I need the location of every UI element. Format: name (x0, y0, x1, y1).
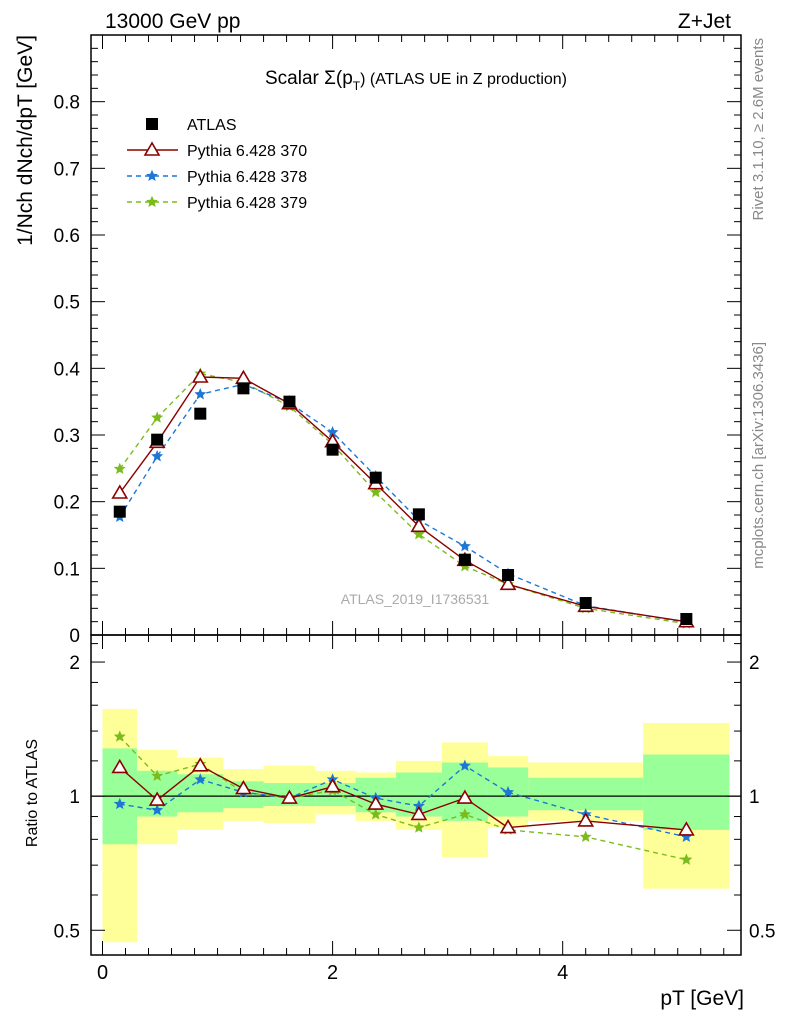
ratio-ytick-label-right: 1 (749, 787, 760, 808)
legend-label-pythia-6-428-378: Pythia 6.428 378 (187, 169, 307, 186)
main-line-pythia-6-428-379 (119, 372, 687, 625)
main-point-pythia-6-428-378 (151, 450, 164, 462)
legend-marker-pythia-6-428-370 (143, 141, 161, 156)
header-right: Z+Jet (678, 10, 731, 33)
header-left: 13000 GeV pp (105, 10, 240, 33)
main-ytick-label: 0.7 (54, 159, 80, 180)
main-line-pythia-6-428-370 (119, 376, 687, 623)
ratio-point-pythia-6-428-379 (579, 830, 592, 843)
legend-marker-atlas (146, 118, 158, 130)
main-point-pythia-6-428-370 (499, 575, 517, 591)
ratio-point-pythia-6-428-379 (113, 730, 126, 742)
main-point-atlas (458, 553, 471, 566)
main-point-pythia-6-428-370 (111, 484, 129, 499)
legend-label-atlas: ATLAS (187, 117, 237, 134)
ratio-point-pythia-6-428-379 (458, 808, 471, 820)
main-ytick-label: 0.4 (54, 359, 81, 380)
legend-marker-pythia-6-428-378 (146, 169, 158, 182)
main-point-atlas (237, 382, 250, 395)
ratio-point-pythia-6-428-378 (502, 786, 515, 798)
main-panel: 0 0.1 0.2 0.3 0.4 0.5 0.6 0.7 0.8 Scalar Σ(pT) (… (14, 34, 742, 647)
ratio-point-pythia-6-428-370 (148, 791, 166, 806)
main-point-atlas (412, 508, 425, 521)
ratio-point-pythia-6-428-378 (151, 803, 164, 816)
main-point-atlas (680, 613, 693, 625)
ratio-point-pythia-6-428-378 (194, 773, 207, 785)
ratio-point-pythia-6-428-370 (324, 778, 341, 793)
ratio-point-pythia-6-428-378 (458, 759, 471, 771)
x-axis-label: pT [GeV] (660, 987, 744, 1010)
ratio-frame (90, 634, 742, 956)
main-ytick-label: 0 (69, 626, 80, 647)
ratio-ytick-label-right: 0.5 (749, 921, 775, 942)
rivet-label: Rivet 3.1.10, ≥ 2.6M events (750, 38, 767, 221)
ratio-line-pythia-6-428-379 (119, 736, 687, 861)
watermark: ATLAS_2019_I1736531 (341, 591, 490, 607)
ratio-point-pythia-6-428-370 (111, 758, 129, 774)
main-point-pythia-6-428-379 (151, 411, 164, 423)
legend-marker-pythia-6-428-379 (146, 195, 158, 208)
ratio-axis-ticks: 0.5 0.5 1 1 2 2 0 2 4 (54, 635, 775, 984)
ratio-point-pythia-6-428-370 (191, 757, 209, 772)
ratio-band-inner (643, 754, 730, 830)
main-point-pythia-6-428-370 (235, 369, 252, 385)
legend-label-pythia-6-428-370: Pythia 6.428 370 (187, 143, 307, 160)
ratio-ytick-label: 2 (69, 653, 80, 674)
main-ytick-label: 0.1 (54, 559, 80, 580)
ratio-point-pythia-6-428-370 (456, 789, 474, 804)
main-point-pythia-6-428-378 (458, 540, 471, 552)
ratio-point-pythia-6-428-370 (281, 789, 298, 804)
main-point-atlas (502, 569, 515, 581)
main-line-pythia-6-428-378 (119, 383, 687, 623)
ratio-band-inner (528, 777, 644, 811)
main-ytick-label: 0.2 (54, 493, 80, 514)
main-point-pythia-6-428-379 (369, 486, 382, 498)
main-ylabel: 1/Nch dNch/dpT [GeV] (14, 35, 37, 246)
xtick-label: 4 (557, 962, 568, 984)
mcplots-label: mcplots.cern.ch [arXiv:1306.3436] (750, 342, 767, 569)
main-point-atlas (579, 597, 592, 609)
main-point-pythia-6-428-370 (410, 517, 428, 533)
main-plot-marks (111, 367, 695, 629)
ratio-ylabel: Ratio to ATLAS (24, 739, 41, 847)
ratio-point-pythia-6-428-370 (235, 779, 252, 795)
main-point-atlas (326, 443, 339, 456)
ratio-point-pythia-6-428-370 (677, 821, 695, 836)
ratio-line-pythia-6-428-378 (119, 764, 687, 838)
ratio-point-pythia-6-428-379 (680, 853, 693, 865)
xtick-label: 0 (97, 962, 108, 984)
ratio-ytick-label: 0.5 (54, 921, 80, 942)
ratio-point-pythia-6-428-379 (412, 821, 425, 833)
main-point-pythia-6-428-378 (194, 388, 207, 400)
main-ytick-label: 0.8 (54, 93, 80, 114)
ratio-point-pythia-6-428-379 (151, 769, 164, 782)
ratio-point-pythia-6-428-378 (113, 797, 126, 810)
plot-title: Scalar Σ(pT) (ATLAS UE in Z production) (265, 68, 567, 93)
ratio-point-pythia-6-428-370 (577, 812, 595, 827)
ratio-point-pythia-6-428-370 (499, 819, 517, 834)
ratio-plot-marks (91, 708, 741, 943)
main-point-atlas (151, 433, 164, 446)
main-point-pythia-6-428-370 (191, 368, 209, 383)
ratio-point-pythia-6-428-379 (369, 808, 382, 820)
main-point-pythia-6-428-379 (113, 462, 126, 475)
main-point-atlas (369, 471, 382, 484)
ratio-ytick-label: 1 (69, 787, 80, 808)
main-ytick-label: 0.3 (54, 426, 80, 447)
ratio-point-pythia-6-428-370 (367, 795, 385, 810)
main-point-atlas (194, 407, 207, 420)
ratio-point-pythia-6-428-370 (410, 805, 428, 821)
main-point-atlas (113, 505, 126, 518)
xtick-label: 2 (327, 962, 338, 984)
main-ytick-label: 0.6 (54, 226, 80, 247)
main-point-atlas (283, 395, 296, 408)
main-axis-ticks: 0 0.1 0.2 0.3 0.4 0.5 0.6 0.7 0.8 (54, 34, 741, 647)
main-ytick-label: 0.5 (54, 293, 80, 314)
main-point-pythia-6-428-379 (412, 528, 425, 540)
ratio-ytick-label-right: 2 (749, 653, 760, 674)
ratio-panel: 0.5 0.5 1 1 2 2 0 2 4 Ratio to ATLAS pT [GeV] (24, 634, 775, 1010)
legend-label-pythia-6-428-379: Pythia 6.428 379 (187, 195, 307, 212)
legend: ATLAS Pythia 6.428 370 Pythia 6.428 378 Pyt… (127, 117, 307, 212)
